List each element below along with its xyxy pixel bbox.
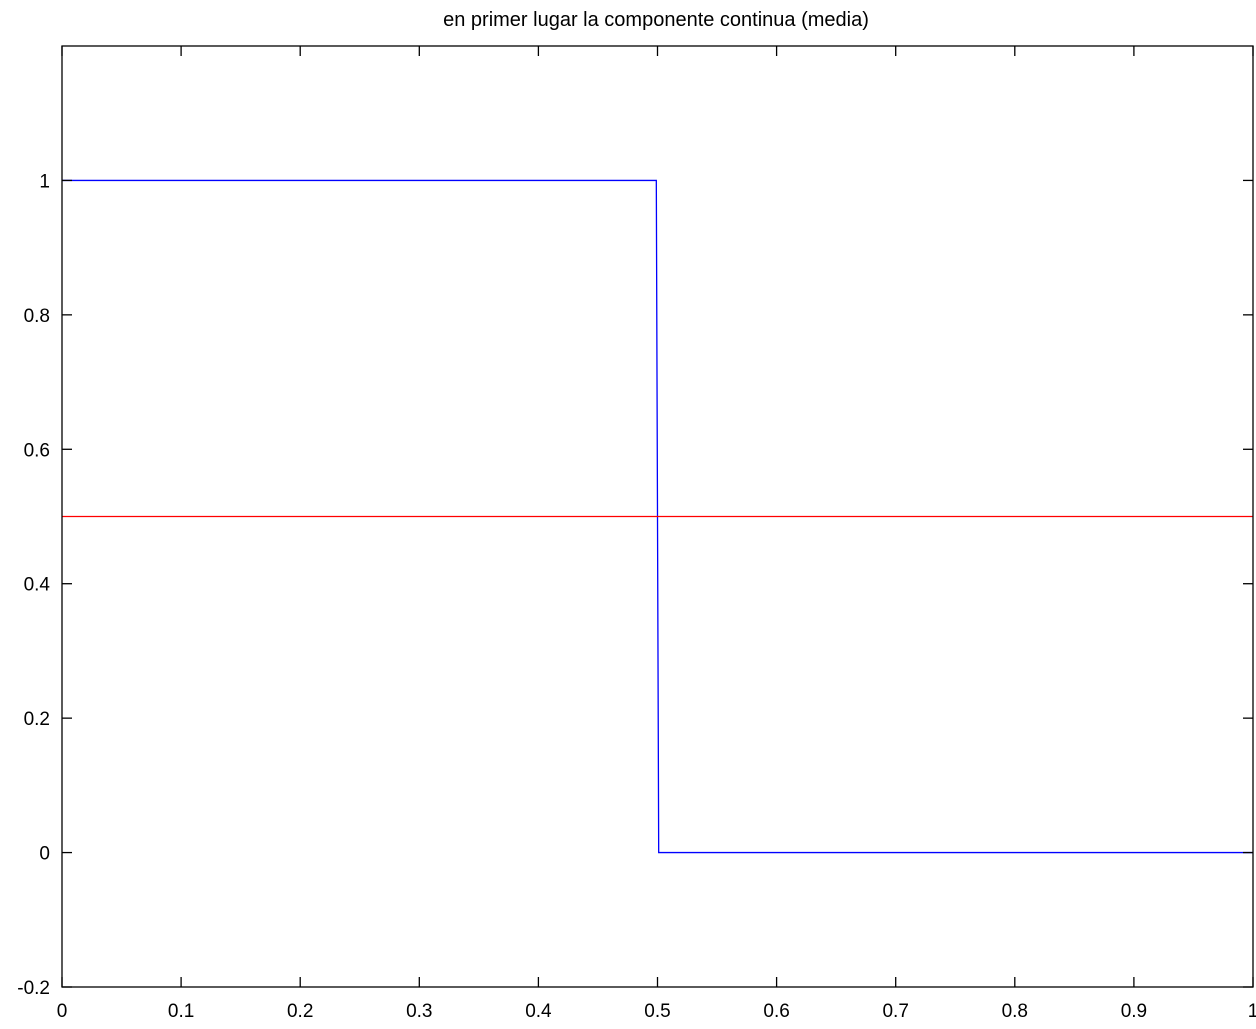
x-tick-label: 0.9	[1121, 1001, 1147, 1022]
y-tick-label: 0.8	[24, 306, 50, 327]
y-tick-label: 0	[39, 844, 50, 865]
x-tick-label: 0.4	[525, 1001, 552, 1022]
y-tick-label: 1	[39, 171, 50, 192]
x-tick-label: 0.2	[287, 1001, 313, 1022]
x-tick-label: 0.3	[406, 1001, 432, 1022]
x-tick-label: 0.8	[1002, 1001, 1028, 1022]
x-tick-label: 1	[1248, 1001, 1256, 1022]
x-tick-label: 0.7	[882, 1001, 908, 1022]
x-tick-label: 0.6	[763, 1001, 789, 1022]
x-tick-label: 0.1	[168, 1001, 194, 1022]
y-tick-label: -0.2	[17, 978, 50, 999]
x-tick-label: 0	[57, 1001, 68, 1022]
y-tick-label: 0.4	[24, 575, 51, 596]
y-tick-label: 0.2	[24, 709, 50, 730]
chart-title: en primer lugar la componente continua (…	[443, 9, 869, 31]
y-tick-label: 0.6	[24, 440, 50, 461]
plot-area: 0 0.1 0.2 0.3 0.4 0.5 0.6 0.7 0.8 0.9 1 -0.2 0 0.2 0.4…	[17, 45, 1256, 1022]
x-tick-label: 0.5	[644, 1001, 670, 1022]
